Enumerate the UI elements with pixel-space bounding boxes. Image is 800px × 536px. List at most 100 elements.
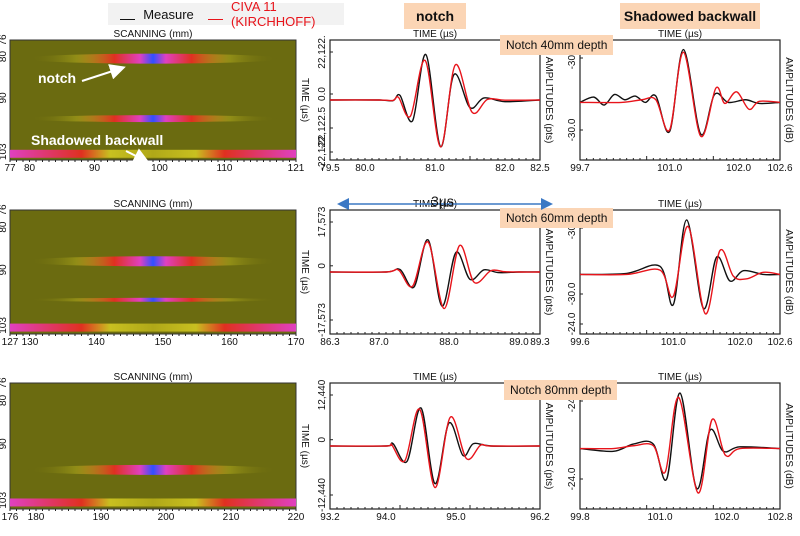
y-axis-title: AMPLITUDES (pts) — [543, 57, 554, 144]
x-tick-label: 101.0 — [657, 163, 682, 174]
x-tick-label: 89.3 — [530, 337, 550, 348]
x-tick-label: 102.0 — [727, 337, 752, 348]
x-tick-label: 100 — [151, 163, 168, 174]
series-civa — [579, 225, 781, 315]
x-tick-label: 170 — [288, 337, 305, 348]
x-axis-title: TIME (µs) — [658, 199, 702, 210]
x-tick-label: 94.0 — [376, 512, 396, 523]
y-tick-label: -30.0 — [567, 46, 578, 69]
x-tick-label: 82.5 — [530, 163, 550, 174]
y-tick-label: -12,440 — [317, 478, 328, 512]
bscan-title: SCANNING (mm) — [114, 372, 193, 383]
depth-label-80: Notch 80mm depth — [504, 380, 618, 400]
y-axis-title: AMPLITUDES (dB) — [783, 403, 794, 489]
x-axis-title: TIME (µs) — [658, 29, 702, 40]
y-tick-label: -22,122.5 — [317, 106, 328, 149]
x-tick-label: 102.6 — [767, 163, 792, 174]
legend: Measure CIVA 11 (KIRCHHOFF) — [108, 0, 344, 29]
echo-backwall — [10, 323, 296, 332]
x-tick-label: 220 — [288, 512, 305, 523]
x-axis-title: TIME (µs) — [413, 29, 457, 40]
y-axis-title: AMPLITUDES (pts) — [543, 403, 554, 490]
y-tick-label: 103 — [0, 143, 9, 160]
x-tick-label: 110 — [217, 163, 233, 174]
y-tick-label: 0 — [317, 436, 328, 442]
x-tick-label: 77 — [4, 163, 16, 174]
echo-shadowed-backwall-ghost — [24, 115, 282, 123]
x-tick-label: 87.0 — [369, 337, 389, 348]
y-axis-title: AMPLITUDES (dB) — [783, 229, 794, 315]
x-tick-label: 176 — [2, 512, 19, 523]
echo-notch — [24, 256, 282, 267]
y-tick-label: 76 — [0, 377, 9, 389]
x-tick-label: 140 — [88, 337, 105, 348]
header-backwall: Shadowed backwall — [620, 3, 760, 29]
y-tick-label: 17,573 — [317, 206, 328, 237]
y-tick-label: 90 — [0, 92, 9, 104]
depth-label-40: Notch 40mm depth — [500, 35, 614, 55]
y-tick-label: -24.0 — [567, 389, 578, 412]
echo-notch — [24, 53, 282, 64]
legend-civa-swatch — [207, 18, 223, 20]
notch-arrow — [81, 64, 126, 82]
y-tick-label: -24.0 — [567, 467, 578, 490]
x-tick-label: 127 — [2, 337, 19, 348]
x-tick-label: 121 — [288, 163, 305, 174]
x-tick-label: 80.0 — [355, 163, 375, 174]
series-measure — [329, 407, 541, 485]
echo-backwall — [10, 498, 296, 507]
legend-measure-label: Measure — [143, 6, 194, 22]
series-measure — [329, 239, 541, 307]
series-civa — [329, 241, 541, 310]
y-tick-label: 103 — [0, 492, 9, 509]
x-tick-label: 90 — [89, 163, 101, 174]
y-tick-label: -17,573 — [317, 303, 328, 337]
y-tick-label: -30.0 — [567, 118, 578, 141]
series-measure — [579, 392, 781, 490]
x-tick-label: 160 — [221, 337, 238, 348]
x-tick-label: 99.7 — [570, 163, 590, 174]
y-tick-label: 22,122. — [317, 35, 328, 68]
x-tick-label: 102.8 — [767, 512, 792, 523]
bscan-background — [9, 382, 297, 510]
x-tick-label: 81.0 — [425, 163, 445, 174]
series-civa — [329, 59, 541, 148]
x-tick-label: 89.0 — [509, 337, 529, 348]
echo-shadowed-backwall-ghost — [24, 297, 282, 302]
y-tick-label: 0 — [317, 263, 328, 269]
x-tick-label: 93.2 — [320, 512, 340, 523]
x-tick-label: 102.0 — [726, 163, 751, 174]
x-tick-label: 102.6 — [767, 337, 792, 348]
annotation-shadowed-backwall: Shadowed backwall — [31, 132, 164, 148]
y-tick-label: -24.0 — [567, 312, 578, 335]
x-tick-label: 210 — [223, 512, 240, 523]
x-tick-label: 150 — [155, 337, 172, 348]
echo-backwall — [10, 149, 296, 158]
y-axis-title: AMPLITUDES (pts) — [543, 229, 554, 316]
bscan-title: SCANNING (mm) — [114, 29, 193, 40]
span-label: 3µs — [431, 193, 454, 209]
y-tick-label: 80 — [0, 221, 9, 233]
series-civa — [579, 51, 781, 137]
bscan-background — [9, 209, 297, 335]
x-axis-title: TIME (µs) — [413, 372, 457, 383]
x-tick-label: 95.0 — [446, 512, 466, 523]
x-tick-label: 130 — [22, 337, 39, 348]
y-tick-label: -30.0 — [567, 282, 578, 305]
x-tick-label: 99.8 — [570, 512, 590, 523]
bscan-title: SCANNING (mm) — [114, 199, 193, 210]
bscan-y-title: TIME (µs) — [299, 250, 310, 294]
x-tick-label: 96.2 — [530, 512, 550, 523]
x-tick-label: 200 — [158, 512, 175, 523]
y-tick-label: 90 — [0, 438, 9, 450]
x-tick-label: 80 — [24, 163, 36, 174]
y-tick-label: 76 — [0, 204, 9, 216]
depth-label-60: Notch 60mm depth — [500, 208, 614, 228]
x-axis-title: TIME (µs) — [658, 372, 702, 383]
x-tick-label: 180 — [28, 512, 45, 523]
x-tick-label: 82.0 — [495, 163, 515, 174]
